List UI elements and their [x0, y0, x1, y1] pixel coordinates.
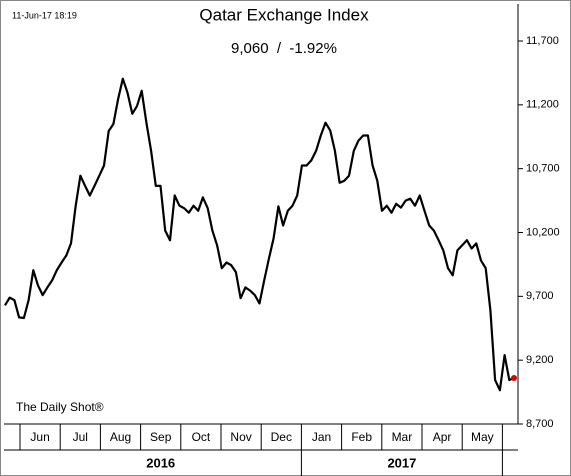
x-tick-label: Jan: [312, 430, 331, 444]
x-tick-label: Nov: [230, 430, 251, 444]
y-tick-label: 11,200: [526, 99, 559, 111]
x-tick-label: May: [471, 430, 494, 444]
x-tick-label: Apr: [433, 430, 452, 444]
year-label: 2016: [146, 455, 175, 470]
y-tick-label: 9,200: [526, 354, 554, 366]
timestamp: 11-Jun-17 18:19: [12, 10, 77, 20]
last-point: [511, 375, 517, 382]
y-tick-label: 10,700: [526, 163, 560, 175]
x-tick-label: Feb: [351, 430, 372, 444]
x-tick-label: Sep: [150, 430, 172, 444]
y-tick-label: 11,700: [526, 35, 559, 47]
x-tick-label: Mar: [392, 430, 413, 444]
index-line: [4, 77, 515, 392]
y-tick-label: 9,700: [526, 290, 554, 302]
x-tick-label: Dec: [271, 430, 292, 444]
x-tick-label: Jul: [73, 430, 88, 444]
x-tick-label: Aug: [110, 430, 131, 444]
chart-subtitle: 9,060 / -1.92%: [231, 40, 337, 57]
chart-title: Qatar Exchange Index: [199, 5, 369, 24]
year-label: 2017: [387, 455, 416, 470]
y-tick-label: 10,200: [526, 226, 560, 238]
y-tick-label: 8,700: [526, 418, 554, 430]
x-tick-label: Oct: [192, 430, 211, 444]
x-tick-label: Jun: [30, 430, 49, 444]
source: The Daily Shot®: [16, 400, 104, 414]
